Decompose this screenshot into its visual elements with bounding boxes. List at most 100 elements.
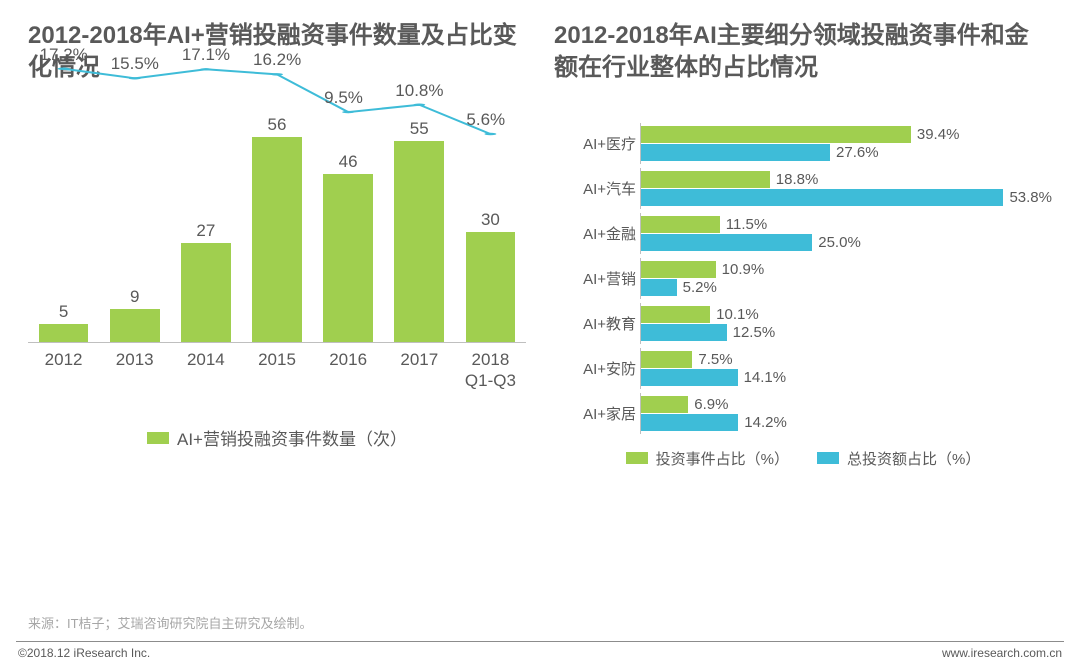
- hbar: 53.8%: [641, 189, 1052, 206]
- hbar: 12.5%: [641, 324, 1052, 341]
- hbar-bars: 6.9% 14.2%: [640, 393, 1052, 434]
- hbar: 5.2%: [641, 279, 1052, 296]
- combo-chart: 592756465530 201220132014201520162017201…: [28, 123, 526, 451]
- hbar-chart: AI+医疗39.4%27.6%AI+汽车18.8%53.8%AI+金融11.5%…: [554, 123, 1052, 434]
- combo-plot: 592756465530: [28, 123, 526, 343]
- hbar-fill: [641, 279, 677, 296]
- hbar-fill: [641, 396, 688, 413]
- legend-label: 投资事件占比（%）: [656, 448, 789, 469]
- hbar: 14.1%: [641, 369, 1052, 386]
- hbar-fill: [641, 171, 770, 188]
- line-percent-label: 10.8%: [395, 81, 443, 101]
- right-panel: 2012-2018年AI主要细分领域投融资事件和金额在行业整体的占比情况 AI+…: [554, 20, 1052, 469]
- bar: 30: [466, 232, 516, 342]
- hbar-row: AI+医疗 39.4% 27.6%: [554, 123, 1052, 164]
- hbar-row: AI+教育10.1%12.5%: [554, 303, 1052, 344]
- combo-xaxis: 2012201320142015201620172018Q1-Q3: [28, 349, 526, 392]
- bar-value-label: 46: [339, 152, 358, 172]
- hbar-value-label: 10.9%: [722, 261, 765, 278]
- legend-item: 投资事件占比（%）: [626, 448, 789, 469]
- hbar-category: AI+家居: [554, 403, 640, 424]
- line-percent-label: 5.6%: [466, 110, 505, 130]
- hbar: 39.4%: [641, 126, 1052, 143]
- hbar: 6.9%: [641, 396, 1052, 413]
- hbar-row: AI+安防7.5%14.1%: [554, 348, 1052, 389]
- site-url: www.iresearch.com.cn: [942, 646, 1062, 660]
- left-panel: 2012-2018年AI+营销投融资事件数量及占比变化情况 5927564655…: [28, 20, 526, 469]
- bar-value-label: 9: [130, 287, 139, 307]
- hbar-row: AI+汽车 18.8% 53.8%: [554, 168, 1052, 209]
- hbar-category: AI+安防: [554, 358, 640, 379]
- hbar-value-label: 11.5%: [726, 216, 767, 233]
- hbar-category: AI+汽车: [554, 178, 640, 199]
- hbar-row: AI+营销10.9%5.2%: [554, 258, 1052, 299]
- bar-col: 30: [455, 123, 526, 342]
- legend-label: AI+营销投融资事件数量（次）: [177, 425, 407, 450]
- hbar-fill: [641, 414, 738, 431]
- hbar-fill: [641, 324, 727, 341]
- bar: 5: [39, 324, 89, 342]
- hbar-category: AI+金融: [554, 223, 640, 244]
- bar: 9: [110, 309, 160, 342]
- hbar-value-label: 10.1%: [716, 306, 759, 323]
- x-tick: 2014: [170, 349, 241, 392]
- bar: 46: [323, 174, 373, 342]
- hbar-fill: [641, 216, 720, 233]
- hbar-value-label: 27.6%: [836, 144, 879, 161]
- hbar-fill: [641, 144, 830, 161]
- legend-swatch: [147, 432, 169, 444]
- line-percent-label: 16.2%: [253, 50, 301, 70]
- x-tick: 2017: [384, 349, 455, 392]
- hbar-value-label: 6.9%: [694, 396, 728, 413]
- copyright: ©2018.12 iResearch Inc.: [18, 646, 150, 660]
- legend-swatch: [626, 452, 648, 464]
- line-percent-labels: 17.2%15.5%17.1%16.2%9.5%10.8%5.6%: [28, 53, 526, 143]
- source-note: 来源：IT桔子；艾瑞咨询研究院自主研究及绘制。: [28, 613, 313, 632]
- x-tick: 2012: [28, 349, 99, 392]
- bar-col: 55: [384, 123, 455, 342]
- hbar: 27.6%: [641, 144, 1052, 161]
- legend-label: 总投资额占比（%）: [847, 448, 980, 469]
- hbar-value-label: 25.0%: [818, 234, 861, 251]
- hbar-bars: 10.1%12.5%: [640, 303, 1052, 344]
- hbar-value-label: 53.8%: [1009, 189, 1052, 206]
- hbar-value-label: 12.5%: [733, 324, 776, 341]
- line-percent-label: 17.1%: [182, 45, 230, 65]
- hbar-fill: [641, 126, 911, 143]
- legend-item: AI+营销投融资事件数量（次）: [147, 425, 407, 450]
- line-percent-label: 9.5%: [324, 88, 363, 108]
- bar-col: 27: [170, 123, 241, 342]
- bar: 56: [252, 137, 302, 341]
- bar-value-label: 5: [59, 302, 68, 322]
- bar: 27: [181, 243, 231, 342]
- hbar: 14.2%: [641, 414, 1052, 431]
- hbar-row: AI+金融 11.5% 25.0%: [554, 213, 1052, 254]
- hbar-category: AI+医疗: [554, 133, 640, 154]
- hbar: 10.9%: [641, 261, 1052, 278]
- bar: 55: [394, 141, 444, 342]
- line-percent-label: 17.2%: [40, 45, 88, 65]
- left-legend: AI+营销投融资事件数量（次）: [28, 425, 526, 450]
- line-percent-label: 15.5%: [111, 54, 159, 74]
- hbar-bars: 11.5% 25.0%: [640, 213, 1052, 254]
- hbar-value-label: 39.4%: [917, 126, 960, 143]
- hbar: 10.1%: [641, 306, 1052, 323]
- right-title: 2012-2018年AI主要细分领域投融资事件和金额在行业整体的占比情况: [554, 20, 1052, 85]
- hbar: 11.5%: [641, 216, 1052, 233]
- x-tick: 2013: [99, 349, 170, 392]
- bar-value-label: 27: [196, 221, 215, 241]
- hbar-value-label: 14.2%: [744, 414, 787, 431]
- footer: ©2018.12 iResearch Inc. www.iresearch.co…: [16, 641, 1064, 666]
- bar-col: 5: [28, 123, 99, 342]
- hbar-fill: [641, 234, 812, 251]
- right-legend: 投资事件占比（%） 总投资额占比（%）: [554, 448, 1052, 469]
- hbar-bars: 10.9%5.2%: [640, 258, 1052, 299]
- x-tick: 2015: [241, 349, 312, 392]
- bar-col: 9: [99, 123, 170, 342]
- hbar: 25.0%: [641, 234, 1052, 251]
- hbar-value-label: 14.1%: [744, 369, 787, 386]
- hbar-value-label: 18.8%: [776, 171, 819, 188]
- legend-item: 总投资额占比（%）: [817, 448, 980, 469]
- hbar-fill: [641, 261, 716, 278]
- hbar-fill: [641, 351, 692, 368]
